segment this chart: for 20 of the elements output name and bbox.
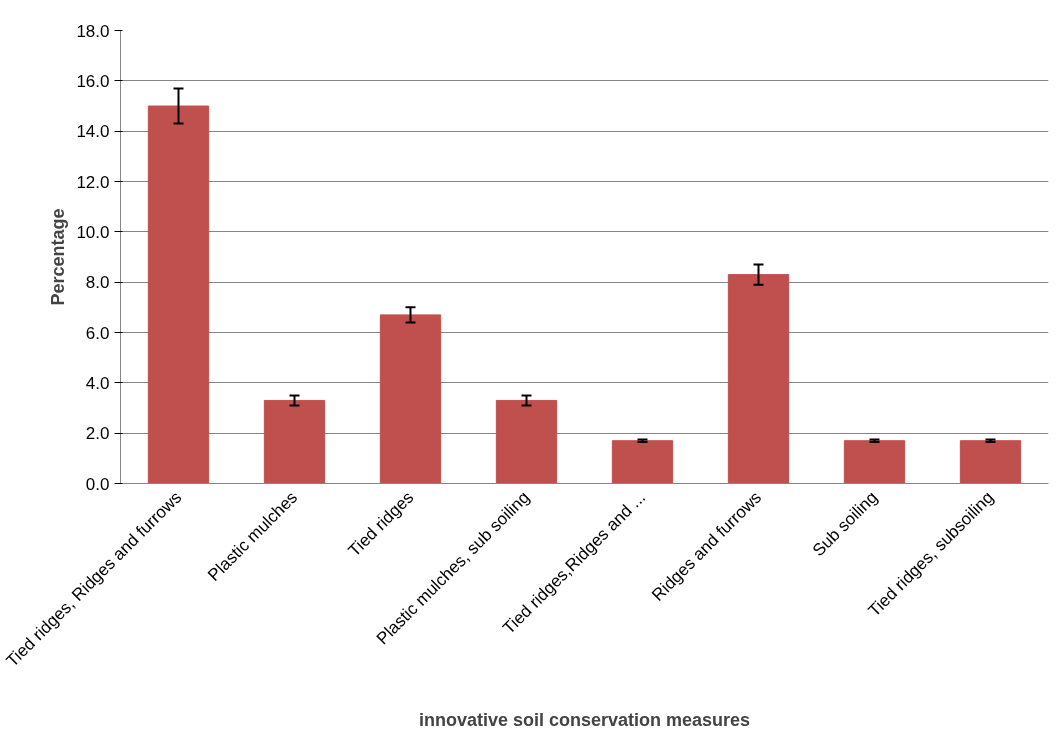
bar [263, 399, 326, 484]
bar [147, 105, 210, 484]
bar [495, 399, 558, 484]
y-tick-label: 8.0 [85, 273, 110, 293]
y-tick-label: 14.0 [76, 122, 110, 142]
y-tick-label: 4.0 [85, 373, 110, 393]
y-tick-label: 6.0 [85, 323, 110, 343]
bar [379, 314, 442, 484]
y-tick-label: 18.0 [76, 21, 110, 41]
y-tick-label: 16.0 [76, 71, 110, 91]
bar [843, 440, 906, 484]
y-tick-label: 2.0 [85, 424, 110, 444]
y-tick-label: 12.0 [76, 172, 110, 192]
bar [959, 440, 1022, 484]
x-axis-title: innovative soil conservation measures [418, 710, 751, 731]
y-axis-title: Percentage [48, 208, 69, 306]
y-tick-label: 0.0 [85, 474, 110, 494]
y-tick-label: 10.0 [76, 222, 110, 242]
bar [611, 440, 674, 484]
bar [727, 274, 790, 484]
